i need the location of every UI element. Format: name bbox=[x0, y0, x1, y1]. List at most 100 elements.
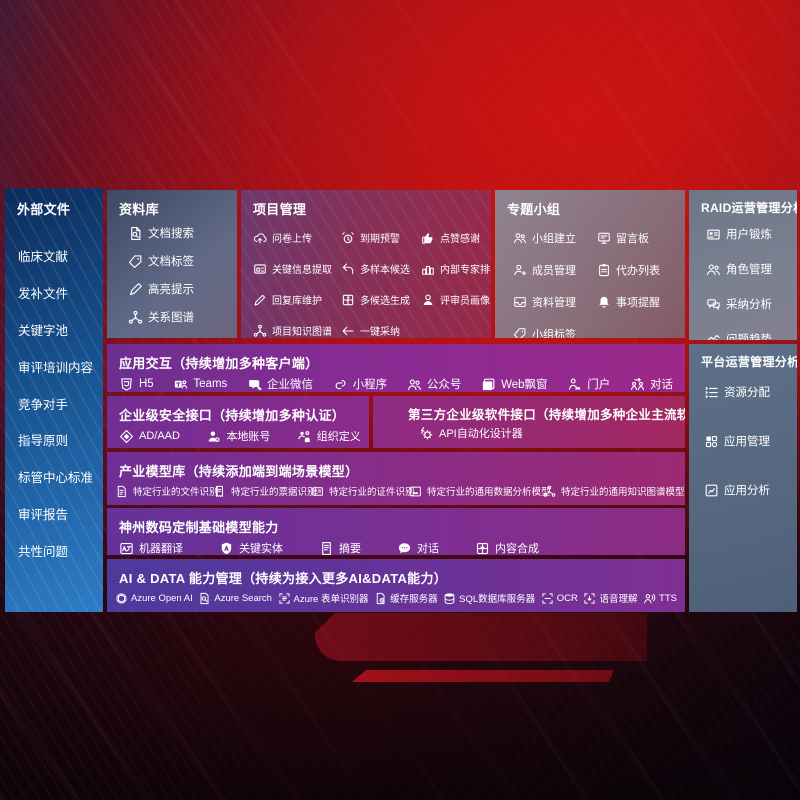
translate-icon bbox=[119, 541, 134, 556]
feature-item: 多候选生成 bbox=[341, 292, 421, 307]
platform-feature-list: 资源分配 应用管理 应用分析 bbox=[689, 374, 797, 498]
feature-item: 成员管理 bbox=[513, 262, 597, 278]
monitor-stand-shape bbox=[315, 613, 647, 661]
repository-panel: 资料库 文档搜索文档标签高亮提示关系图谱文档分类 bbox=[107, 190, 237, 338]
row-title: 第三方企业级软件接口（持续增加多种企业主流软件接口） bbox=[408, 408, 685, 422]
client-list: H5 Teams 企业微信 小程序 公众号 Web飘窗 门户 对话 bbox=[107, 376, 685, 392]
docs-copy-icon bbox=[128, 338, 143, 339]
sql-database-icon bbox=[443, 592, 456, 605]
feature-item: 留言板 bbox=[597, 230, 681, 246]
graph-network-icon bbox=[253, 324, 267, 338]
auth-list: AD/AAD 本地账号 组织定义 bbox=[107, 428, 369, 448]
feature-item: 多样本候选 bbox=[341, 261, 421, 276]
panel-title: 平台运营管理分析 bbox=[701, 355, 797, 369]
panel-title: 外部文件 bbox=[17, 202, 71, 217]
auth-item: AD/AAD bbox=[119, 429, 180, 444]
conversation-icon bbox=[630, 377, 645, 392]
service-item: TTS bbox=[643, 592, 677, 605]
html5-icon bbox=[119, 377, 134, 392]
feature-item: 应用分析 bbox=[704, 482, 793, 498]
project-management-panel: 项目管理 问卷上传到期预警点赞感谢关键信息提取多样本候选内部专家排名回复库维护多… bbox=[241, 190, 491, 338]
third-party-interface-row: 第三方企业级软件接口（持续增加多种企业主流软件接口） API自动化设计器 bbox=[373, 396, 685, 448]
client-item: 公众号 bbox=[407, 376, 461, 392]
bell-icon bbox=[597, 295, 611, 309]
service-item: 缓存服务器 bbox=[374, 591, 438, 605]
compose-grid-icon bbox=[475, 541, 490, 556]
doc-icon bbox=[115, 485, 128, 498]
external-file-item: 标管中心标准 bbox=[18, 471, 94, 486]
adopt-arrow-icon bbox=[341, 324, 355, 338]
external-file-item: 关键字池 bbox=[18, 323, 69, 338]
model-item: 特定行业的通用数据分析模型 bbox=[409, 484, 551, 498]
clipboard-icon bbox=[597, 263, 611, 277]
project-feature-grid: 问卷上传到期预警点赞感谢关键信息提取多样本候选内部专家排名回复库维护多候选生成评… bbox=[241, 222, 491, 338]
highlight-pen-icon bbox=[128, 282, 143, 297]
feature-item: 内部专家排名 bbox=[421, 261, 491, 276]
search-doc-icon bbox=[198, 592, 211, 605]
ai-data-list: Azure Open AI Azure Search Azure 表单识别器 缓存服务… bbox=[107, 591, 685, 612]
base-model-list: 机器翻译 关键实体 摘要 对话 内容合成 bbox=[107, 540, 685, 555]
doc-search-icon bbox=[128, 226, 143, 241]
id-card-icon bbox=[311, 485, 324, 498]
model-item: 特定行业的通用知识图谱模型 bbox=[543, 484, 685, 498]
local-account-icon bbox=[206, 429, 221, 444]
feature-item: 一键采纳 bbox=[341, 323, 421, 338]
industry-model-list: 特定行业的文件识别 特定行业的票据识别 特定行业的证件识别 特定行业的通用数据分析模型… bbox=[107, 484, 685, 505]
image-chart-icon bbox=[409, 485, 422, 498]
external-file-item: 共性问题 bbox=[18, 545, 69, 559]
row-title: 企业级安全接口（持续增加多种认证） bbox=[119, 408, 346, 423]
feature-item: 评审员画像 bbox=[421, 292, 490, 307]
feature-item: 资源分配 bbox=[704, 384, 793, 400]
row-title: 应用交互（持续增加多种客户端） bbox=[119, 356, 319, 371]
feature-item: 文档搜索 bbox=[128, 225, 233, 241]
apps-grid-icon bbox=[704, 434, 719, 449]
feature-item: 采纳分析 bbox=[706, 296, 793, 312]
row-title: 神州数码定制基础模型能力 bbox=[119, 520, 279, 535]
external-files-list: 临床文献 发补文件 关键字池 审评培训内容 竞争对手 指导原则 标管中心标准 审评报告 共性问题 bbox=[5, 218, 103, 586]
cloud-upload-icon bbox=[253, 231, 267, 245]
feature-item: 问题趋势 bbox=[706, 331, 793, 340]
chart-box-icon bbox=[704, 483, 719, 498]
org-define-icon bbox=[297, 429, 312, 444]
client-item: 企业微信 bbox=[247, 376, 313, 392]
trend-chart-icon bbox=[706, 332, 721, 340]
auth-item: 本地账号 bbox=[206, 428, 270, 444]
panel-title: RAID运营管理分析 bbox=[701, 201, 797, 215]
graph-network-icon bbox=[543, 485, 556, 498]
industry-model-row: 产业模型库（持续添加端到端场景模型） 特定行业的文件识别 特定行业的票据识别 特定行… bbox=[107, 452, 685, 505]
client-item: 对话 bbox=[630, 376, 673, 392]
feature-item: 到期预警 bbox=[341, 230, 421, 245]
client-item: Teams bbox=[173, 377, 227, 392]
feature-item: 代办列表 bbox=[597, 262, 681, 278]
service-item: Azure Search bbox=[198, 592, 272, 605]
topic-groups-panel: 专题小组 小组建立 留言板 成员管理 代办列表 资料管理 事项提醒 小组标签 bbox=[495, 190, 685, 338]
app-interaction-row: 应用交互（持续增加多种客户端） H5 Teams 企业微信 小程序 公众号 Web飘窗 门户… bbox=[107, 344, 685, 392]
feature-item: 文档分类 bbox=[128, 337, 233, 338]
feature-item: 小组建立 bbox=[513, 230, 597, 246]
monitor-stand-highlight bbox=[352, 670, 614, 682]
feature-item: 文档标签 bbox=[128, 253, 233, 269]
qa-bubbles-icon bbox=[706, 297, 721, 312]
feature-item: 关键信息提取 bbox=[253, 261, 341, 276]
client-item: H5 bbox=[119, 377, 154, 392]
bbs-board-icon bbox=[597, 231, 611, 245]
capability-item: 内容合成 bbox=[475, 540, 539, 555]
tag-icon bbox=[128, 254, 143, 269]
reply-arrow-icon bbox=[341, 262, 355, 276]
feature-item: 关系图谱 bbox=[128, 309, 233, 325]
row-title: 产业模型库（持续添加端到端场景模型） bbox=[119, 464, 359, 479]
capability-item: 机器翻译 bbox=[119, 540, 183, 555]
client-item: 门户 bbox=[567, 376, 610, 392]
feature-item: 用户锻炼 bbox=[706, 226, 793, 242]
form-recognizer-icon bbox=[278, 592, 291, 605]
feature-item: 资料管理 bbox=[513, 294, 597, 310]
external-file-item: 审评培训内容 bbox=[18, 360, 94, 375]
feature-item: 问卷上传 bbox=[253, 230, 341, 245]
service-item: 语音理解 bbox=[583, 591, 637, 605]
capability-item: 关键实体 bbox=[219, 540, 283, 555]
feature-item: 高亮提示 bbox=[128, 281, 233, 297]
summary-doc-icon bbox=[319, 541, 334, 556]
enterprise-security-row: 企业级安全接口（持续增加多种认证） AD/AAD 本地账号 组织定义 bbox=[107, 396, 369, 448]
repository-feature-list: 文档搜索文档标签高亮提示关系图谱文档分类 bbox=[107, 222, 237, 338]
